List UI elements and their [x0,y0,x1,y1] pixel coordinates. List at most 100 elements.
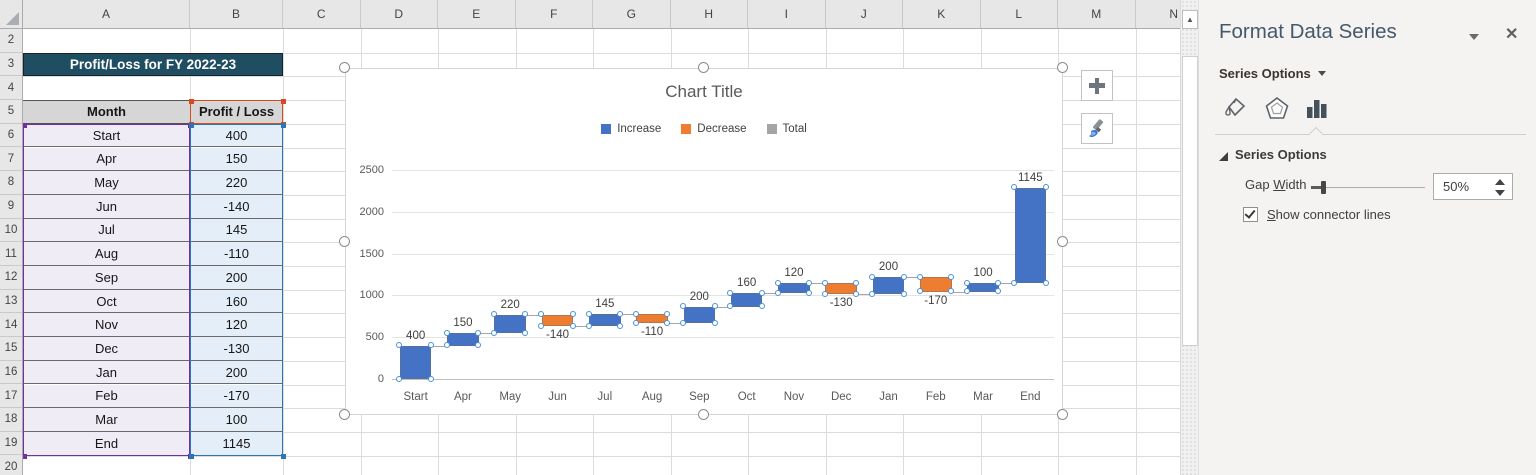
chart-frame-handle[interactable] [1057,235,1068,247]
tab-effects[interactable] [1261,92,1293,124]
month-cell[interactable]: Aug [23,242,190,266]
panel-close-icon[interactable]: ✕ [1505,26,1519,43]
month-cell[interactable]: Jun [23,194,190,219]
chart-frame-handle[interactable] [339,409,350,420]
value-cell[interactable]: -170 [190,384,283,409]
value-cell[interactable]: 1145 [190,431,283,456]
value-cell[interactable]: 145 [190,218,283,243]
row-header-7[interactable]: 7 [0,147,22,172]
scrollbar-thumb[interactable] [1182,56,1198,346]
legend-item-increase[interactable]: Increase [601,123,661,135]
row-header-5[interactable]: 5 [0,100,22,124]
waterfall-bar-Mar[interactable] [967,283,999,292]
row-header-4[interactable]: 4 [0,76,22,101]
waterfall-bar-Aug[interactable] [636,314,668,324]
value-cell[interactable]: -110 [190,242,283,266]
month-cell[interactable]: Jan [23,360,190,385]
month-cell[interactable]: May [23,171,190,195]
waterfall-bar-Oct[interactable] [730,293,763,307]
month-header-cell[interactable]: Month [23,100,190,124]
row-header-11[interactable]: 11 [0,242,22,266]
gap-width-slider-handle[interactable] [1321,181,1326,194]
select-all-corner[interactable] [0,0,23,29]
column-header-H[interactable]: H [671,0,748,28]
month-cell[interactable]: Sep [23,266,190,290]
chart-frame-handle[interactable] [698,62,709,73]
spinner-up-icon[interactable] [1495,179,1505,185]
chart-title[interactable]: Chart Title [665,82,743,101]
column-header-M[interactable]: M [1058,0,1136,28]
chart-legend[interactable]: Increase Decrease Total [346,123,1062,135]
row-header-9[interactable]: 9 [0,195,22,219]
row-header-6[interactable]: 6 [0,124,22,148]
row-header-10[interactable]: 10 [0,219,22,243]
gap-width-spinner[interactable]: 50% [1433,173,1513,200]
value-cell[interactable]: 100 [190,408,283,432]
column-header-J[interactable]: J [826,0,903,28]
waterfall-bar-End[interactable] [1014,187,1047,284]
row-header-12[interactable]: 12 [0,266,22,290]
value-cell[interactable]: 200 [190,360,283,385]
row-header-14[interactable]: 14 [0,313,22,337]
value-cell[interactable]: -140 [190,194,283,219]
chart-elements-button[interactable] [1081,70,1113,101]
row-header-19[interactable]: 19 [0,432,22,456]
series-options-dropdown[interactable]: Series Options [1219,66,1326,81]
chart-frame-handle[interactable] [339,62,350,73]
column-header-K[interactable]: K [903,0,981,28]
waterfall-bar-Apr[interactable] [447,333,479,346]
chart-frame-handle[interactable] [339,235,350,247]
column-header-D[interactable]: D [361,0,438,28]
waterfall-bar-Feb[interactable] [920,277,952,292]
legend-item-total[interactable]: Total [766,123,807,135]
row-header-16[interactable]: 16 [0,361,22,385]
waterfall-bar-Jul[interactable] [589,314,621,327]
gap-width-value[interactable]: 50% [1443,179,1470,194]
waterfall-chart[interactable]: Chart Title Increase Decrease Total 0 500 10… [345,68,1063,415]
column-header-A[interactable]: A [23,0,190,28]
month-cell[interactable]: End [23,431,190,456]
waterfall-bar-Dec[interactable] [825,283,857,295]
waterfall-bar-Sep[interactable] [683,306,716,324]
series-options-section-header[interactable]: Series Options [1235,147,1327,162]
column-header-E[interactable]: E [438,0,516,28]
profit-loss-header-cell[interactable]: Profit / Loss [190,100,283,124]
month-cell[interactable]: Nov [23,313,190,338]
row-header-20[interactable]: 20 [0,455,22,475]
column-header-B[interactable]: B [190,0,283,28]
panel-dropdown-icon[interactable] [1469,34,1479,40]
value-cell[interactable]: 160 [190,289,283,314]
row-header-3[interactable]: 3 [0,53,22,77]
waterfall-bar-Nov[interactable] [778,283,810,294]
row-header-2[interactable]: 2 [0,29,22,53]
column-header-N[interactable]: N [1136,0,1181,28]
scroll-up-button[interactable]: ▲ [1182,10,1198,29]
value-cell[interactable]: 120 [190,313,283,338]
column-header-C[interactable]: C [283,0,361,28]
row-header-8[interactable]: 8 [0,171,22,195]
chart-styles-button[interactable] [1081,113,1113,144]
month-cell[interactable]: Start [23,123,190,148]
table-title-cell[interactable]: Profit/Loss for FY 2022-23 [23,52,283,77]
row-header-17[interactable]: 17 [0,384,22,408]
column-header-I[interactable]: I [748,0,826,28]
legend-item-decrease[interactable]: Decrease [681,123,747,135]
tab-fill-line[interactable] [1219,92,1251,124]
tab-series-options[interactable] [1301,92,1333,124]
value-cell[interactable]: 220 [190,171,283,195]
value-cell[interactable]: 150 [190,147,283,172]
value-cell[interactable]: 200 [190,266,283,290]
month-cell[interactable]: Jul [23,218,190,243]
row-header-18[interactable]: 18 [0,408,22,432]
chart-frame-handle[interactable] [698,409,709,420]
value-cell[interactable]: 400 [190,123,283,148]
column-header-G[interactable]: G [593,0,671,28]
row-header-13[interactable]: 13 [0,290,22,314]
month-cell[interactable]: Feb [23,384,190,409]
show-connector-lines-checkbox[interactable] [1243,207,1258,222]
month-cell[interactable]: Dec [23,337,190,361]
column-header-F[interactable]: F [516,0,593,28]
month-cell[interactable]: Apr [23,147,190,172]
waterfall-bar-Start[interactable] [399,345,432,379]
waterfall-bar-Jan[interactable] [872,277,905,295]
